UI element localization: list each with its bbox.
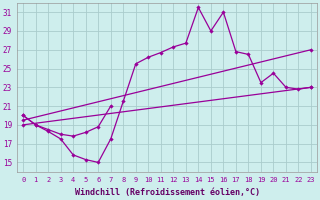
X-axis label: Windchill (Refroidissement éolien,°C): Windchill (Refroidissement éolien,°C) [75, 188, 260, 197]
